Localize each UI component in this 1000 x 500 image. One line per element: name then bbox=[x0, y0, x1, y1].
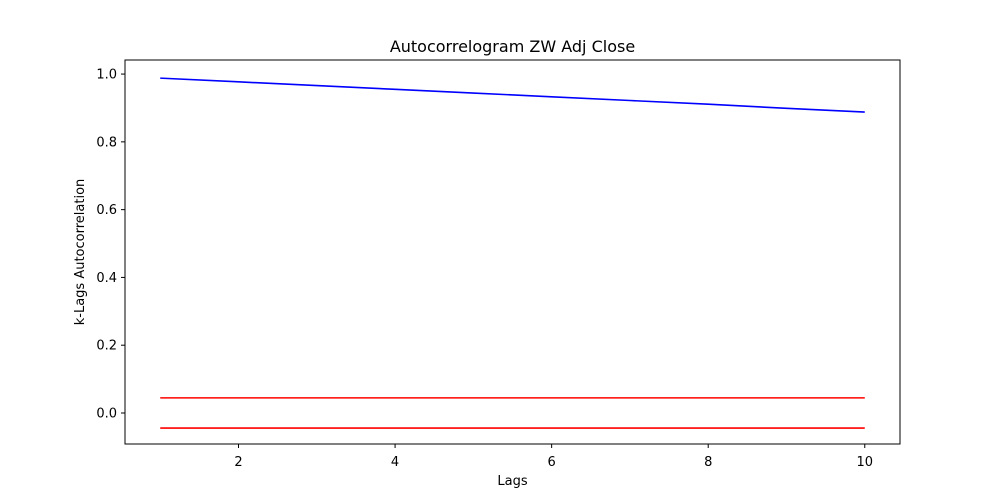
y-tick-label: 0.6 bbox=[96, 203, 117, 218]
x-tick-label: 10 bbox=[856, 455, 873, 470]
plot-area-frame bbox=[124, 59, 901, 445]
x-tick-label: 2 bbox=[234, 455, 242, 470]
y-tick-label: 0.4 bbox=[96, 271, 117, 286]
x-tick-label: 6 bbox=[548, 455, 556, 470]
y-axis: 0.0 0.2 0.4 0.6 0.8 1.0 bbox=[96, 68, 125, 421]
y-tick-label: 1.0 bbox=[96, 68, 117, 83]
y-tick-label: 0.2 bbox=[96, 339, 117, 354]
y-tick-label: 0.8 bbox=[96, 135, 117, 150]
x-axis-label: Lags bbox=[497, 474, 527, 489]
x-axis: 2 4 6 8 10 bbox=[234, 444, 873, 470]
x-tick-label: 4 bbox=[391, 455, 399, 470]
autocorrelation-line bbox=[160, 77, 865, 113]
x-tick-label: 8 bbox=[704, 455, 712, 470]
chart-title: Autocorrelogram ZW Adj Close bbox=[390, 37, 635, 56]
y-tick-label: 0.0 bbox=[96, 406, 117, 421]
y-axis-label: k-Lags Autocorrelation bbox=[73, 179, 88, 326]
series-layer bbox=[160, 77, 865, 429]
